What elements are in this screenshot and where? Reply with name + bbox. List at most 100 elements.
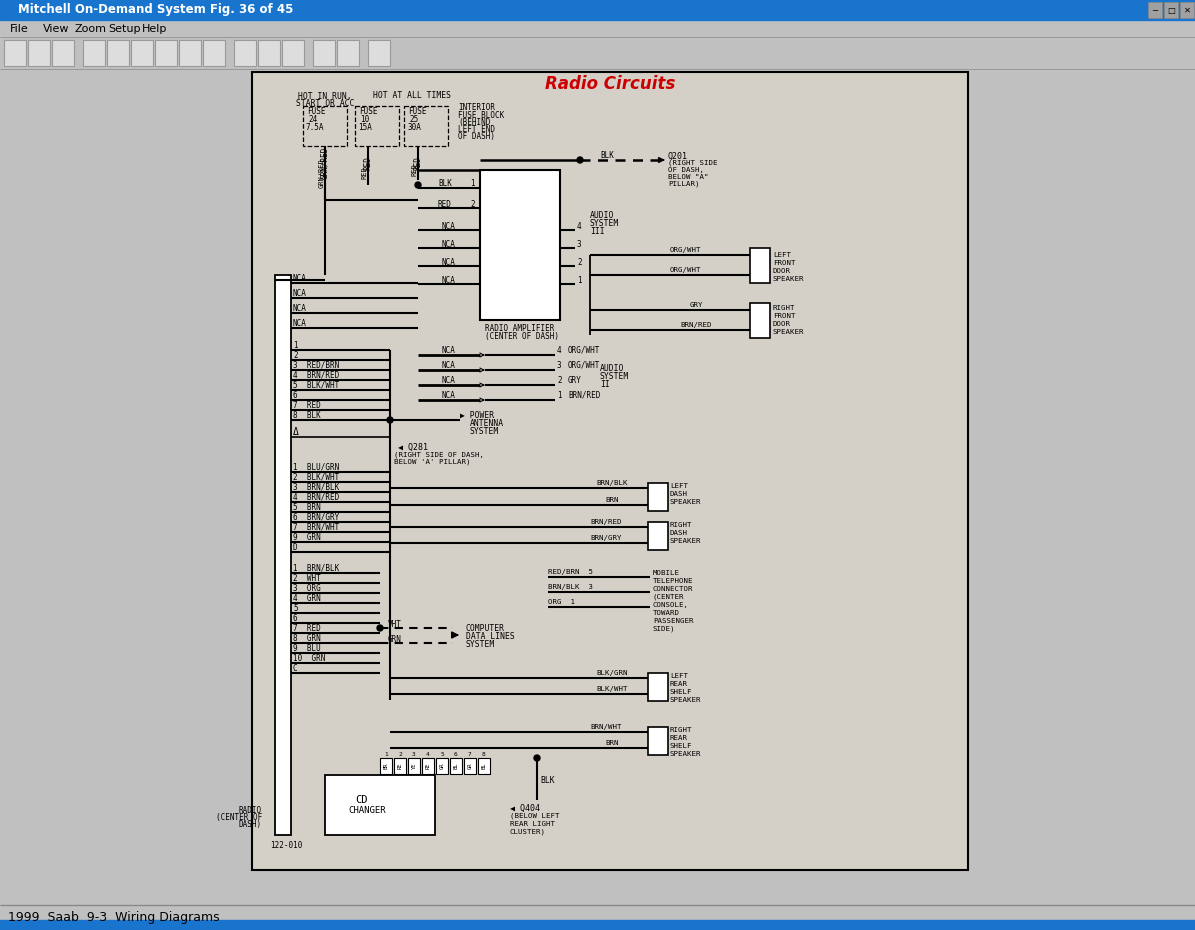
Text: 4  BRN/RED: 4 BRN/RED [293,370,339,379]
Text: 2  BLK/WHT: 2 BLK/WHT [293,472,339,482]
Text: REAR: REAR [670,681,688,687]
Text: SPEAKER: SPEAKER [670,751,701,757]
Bar [258,40,280,66]
Text: DASH: DASH [670,530,688,536]
Text: 24: 24 [308,115,317,125]
Text: RADIO AMPLIFIER: RADIO AMPLIFIER [485,324,554,333]
Bar [203,40,225,66]
Bar [380,758,392,774]
Bar [0,920,1195,930]
Text: III: III [590,227,605,235]
Text: RED: RED [413,156,423,170]
Text: 7  RED: 7 RED [293,401,320,409]
Text: RIGHT: RIGHT [670,522,692,528]
Text: Zoom: Zoom [75,23,108,33]
Bar [394,758,406,774]
Text: CHANGER: CHANGER [348,805,386,815]
Text: 5: 5 [293,604,298,613]
Text: GRY: GRY [568,376,582,384]
Text: 1999  Saab  9-3  Wiring Diagrams: 1999 Saab 9-3 Wiring Diagrams [8,910,220,923]
Text: TOWARD: TOWARD [652,610,680,616]
Text: LEFT: LEFT [670,483,688,489]
Text: GRY: GRY [690,302,704,308]
Bar [648,673,668,701]
Text: C: C [293,663,298,672]
Circle shape [376,625,384,631]
Text: DOOR: DOOR [773,321,791,327]
Text: 1: 1 [384,751,388,756]
Text: FUSE BLOCK: FUSE BLOCK [458,111,504,119]
Bar [407,758,419,774]
Text: CONSOLE,: CONSOLE, [652,602,690,608]
Text: RIGHT: RIGHT [773,305,796,311]
Text: ORG  1: ORG 1 [549,599,575,605]
Text: RIGHT: RIGHT [670,727,692,733]
Text: RED: RED [439,200,452,208]
Bar [404,106,448,146]
Text: DASH: DASH [670,491,688,497]
Text: ANTENNA: ANTENNA [470,418,504,428]
Text: NCA: NCA [442,258,455,267]
Text: REAR: REAR [670,735,688,741]
Text: NCA: NCA [293,318,307,327]
Text: BRN/BLK: BRN/BLK [596,480,627,486]
Text: 6  BRN/GRY: 6 BRN/GRY [293,512,339,522]
Text: □: □ [1168,6,1175,15]
Text: 3  BRN/BLK: 3 BRN/BLK [293,483,339,491]
Text: BRN/GRY: BRN/GRY [590,535,621,541]
Text: SHELF: SHELF [670,743,692,749]
Text: BRN: BRN [605,497,619,503]
Text: 5  BLK/WHT: 5 BLK/WHT [293,380,339,390]
Text: GR: GR [467,763,472,769]
Text: FUSE: FUSE [407,108,427,116]
Bar [53,40,74,66]
Text: NCA: NCA [442,361,455,369]
Text: 2: 2 [293,351,298,360]
Text: SYSTEM: SYSTEM [590,219,619,228]
Text: NCA: NCA [442,275,455,285]
Bar [82,40,105,66]
Text: 3  RED/BRN: 3 RED/BRN [293,361,339,369]
Text: GR: GR [440,763,445,769]
Text: View: View [43,23,69,33]
Text: NCA: NCA [442,221,455,231]
Text: 9  BLU: 9 BLU [293,644,320,653]
Text: (BEHIND: (BEHIND [458,117,490,126]
Text: ORG/WHT: ORG/WHT [670,267,701,273]
Text: 25: 25 [409,115,418,125]
Bar [0,20,1195,37]
Bar [648,483,668,511]
Bar [282,40,304,66]
Text: SHELF: SHELF [670,689,692,695]
Text: SYSTEM: SYSTEM [600,371,630,380]
Text: RED: RED [412,164,418,177]
Text: GRN: GRN [388,634,402,644]
Text: BL: BL [482,763,486,769]
Text: 3: 3 [557,361,562,369]
Bar [313,40,335,66]
Bar [480,170,560,320]
Text: CLUSTER): CLUSTER) [510,829,546,835]
Text: 122-010: 122-010 [270,841,302,849]
Text: 15A: 15A [358,124,372,132]
Text: D: D [293,542,298,551]
Text: 7.5A: 7.5A [306,124,325,132]
Text: RADIO: RADIO [239,805,262,815]
Text: ▶ POWER: ▶ POWER [460,410,494,419]
Text: 6: 6 [293,391,298,400]
Text: SYSTEM: SYSTEM [466,640,495,648]
Text: NCA: NCA [442,240,455,248]
Text: 10  GRN: 10 GRN [293,654,325,662]
Text: SYSTEM: SYSTEM [470,427,500,435]
Text: FUSE: FUSE [307,108,325,116]
Text: RED/BRN  5: RED/BRN 5 [549,569,593,575]
Text: ◀ Q281: ◀ Q281 [398,443,428,451]
Text: 2: 2 [577,258,582,267]
Text: 1: 1 [470,179,474,189]
Circle shape [577,157,583,163]
Text: OF DASH): OF DASH) [458,131,495,140]
Text: SPEAKER: SPEAKER [670,697,701,703]
Text: BRN/WHT: BRN/WHT [590,724,621,730]
Text: HOT AT ALL TIMES: HOT AT ALL TIMES [373,91,451,100]
Circle shape [534,755,540,761]
